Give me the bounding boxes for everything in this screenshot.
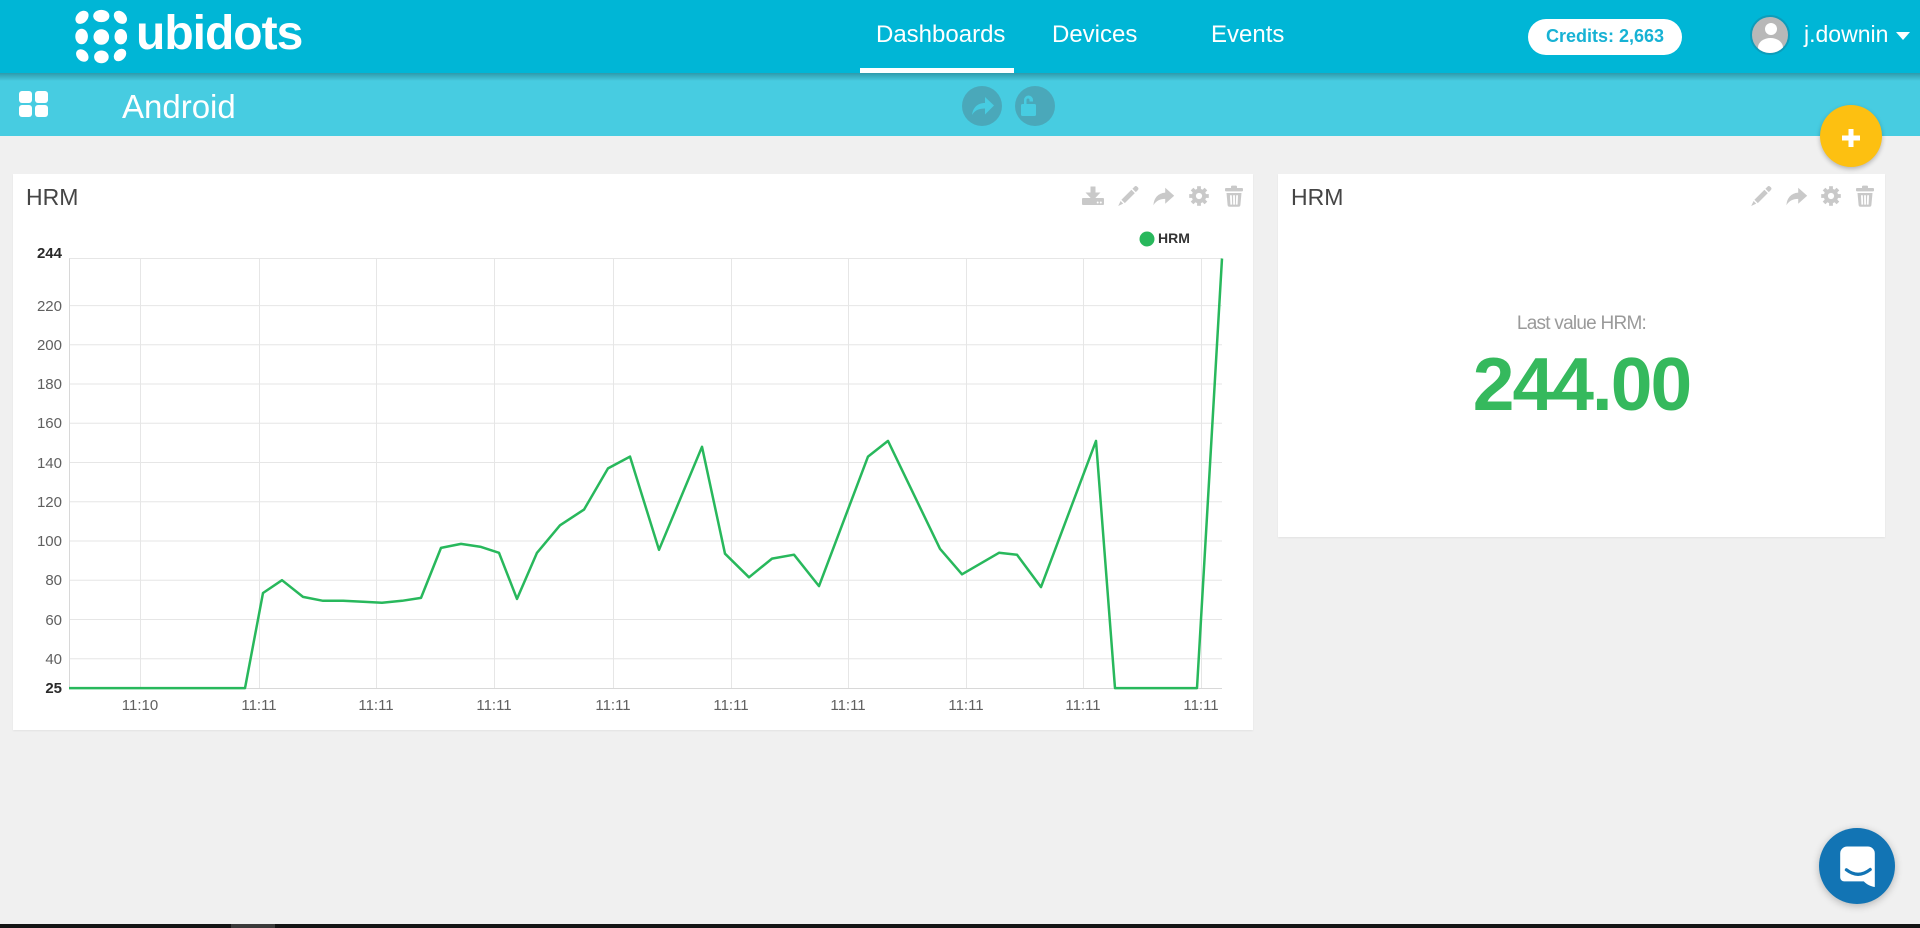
- svg-text:11:11: 11:11: [595, 697, 630, 714]
- svg-text:180: 180: [37, 376, 62, 393]
- svg-text:25: 25: [45, 680, 62, 697]
- svg-text:140: 140: [37, 455, 62, 472]
- svg-text:HRM: HRM: [1158, 230, 1190, 246]
- svg-text:11:11: 11:11: [358, 697, 393, 714]
- svg-text:160: 160: [37, 415, 62, 432]
- svg-text:ubidots: ubidots: [136, 7, 302, 60]
- svg-text:120: 120: [37, 494, 62, 511]
- svg-text:11:11: 11:11: [1183, 697, 1218, 714]
- svg-text:11:11: 11:11: [713, 697, 748, 714]
- svg-text:11:11: 11:11: [1065, 697, 1100, 714]
- svg-text:11:11: 11:11: [948, 697, 983, 714]
- svg-text:244: 244: [37, 245, 63, 262]
- svg-text:40: 40: [45, 651, 62, 668]
- svg-text:200: 200: [37, 337, 62, 354]
- svg-text:80: 80: [45, 572, 62, 589]
- svg-text:11:11: 11:11: [241, 697, 276, 714]
- svg-text:11:10: 11:10: [122, 697, 158, 714]
- svg-text:60: 60: [45, 612, 62, 629]
- svg-text:11:11: 11:11: [830, 697, 865, 714]
- svg-text:220: 220: [37, 298, 62, 315]
- svg-text:100: 100: [37, 533, 62, 550]
- svg-text:11:11: 11:11: [476, 697, 511, 714]
